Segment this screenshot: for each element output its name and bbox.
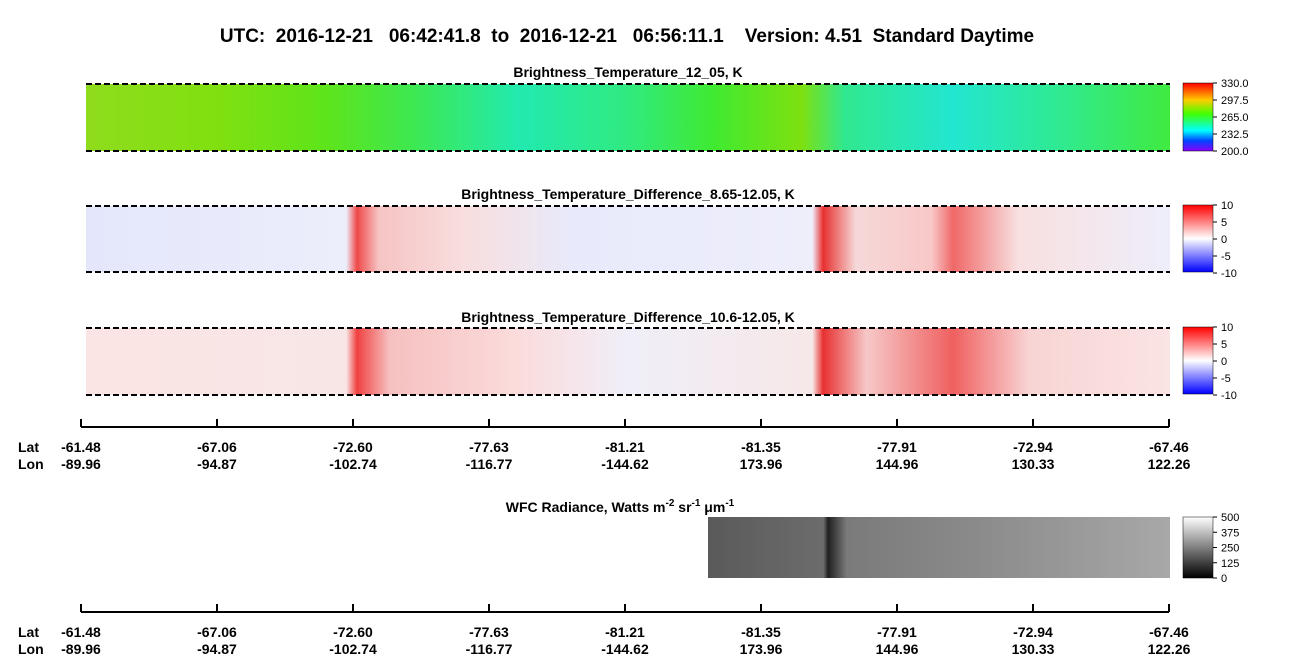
axis-label: Lon xyxy=(18,641,44,657)
colorbar xyxy=(1182,204,1214,273)
axis-label: Lon xyxy=(18,456,44,472)
lat-label: -81.21 xyxy=(605,439,645,455)
title: UTC: 2016-12-21 06:42:41.8 to 2016-12-21… xyxy=(220,26,1034,47)
panel-title: Brightness_Temperature_12_05, K xyxy=(513,64,742,80)
colorbar-label: 0 xyxy=(1221,356,1227,368)
lon-label: 173.96 xyxy=(740,641,783,657)
colorbar-label: 330.0 xyxy=(1221,78,1249,90)
colorbar-label: 265.0 xyxy=(1221,112,1249,124)
lon-label: 144.96 xyxy=(876,641,919,657)
strips xyxy=(81,82,1214,613)
lat-label: -77.91 xyxy=(877,439,917,455)
colorbar-label: 5 xyxy=(1221,217,1227,229)
lat-label: -67.46 xyxy=(1149,439,1189,455)
colorbar-label: 232.5 xyxy=(1221,129,1249,141)
lat-label: -81.21 xyxy=(605,624,645,640)
colorbar-label: 10 xyxy=(1221,322,1233,334)
colorbar-label: 297.5 xyxy=(1221,95,1249,107)
lon-label: 122.26 xyxy=(1148,641,1191,657)
lon-label: 122.26 xyxy=(1148,456,1191,472)
lat-label: -72.94 xyxy=(1013,624,1053,640)
lon-label: 173.96 xyxy=(740,456,783,472)
colorbar-label: 200.0 xyxy=(1221,146,1249,158)
colorbar-label: 125 xyxy=(1221,558,1239,570)
lon-label: -102.74 xyxy=(329,641,377,657)
colorbar-label: -5 xyxy=(1221,251,1231,263)
lat-label: -77.63 xyxy=(469,439,509,455)
colorbar-label: -10 xyxy=(1221,268,1237,280)
colorbar-label: 5 xyxy=(1221,339,1227,351)
title-part: sr xyxy=(674,499,692,515)
colorbar xyxy=(1182,82,1214,152)
panel-title: Brightness_Temperature_Difference_8.65-1… xyxy=(461,186,795,202)
strip xyxy=(708,517,1170,578)
lon-label: -89.96 xyxy=(61,456,101,472)
lon-label: -94.87 xyxy=(197,641,237,657)
title-part: WFC Radiance, Watts m xyxy=(506,499,666,515)
lat-label: -72.60 xyxy=(333,439,373,455)
lon-label: -144.62 xyxy=(601,456,649,472)
lon-label: -144.62 xyxy=(601,641,649,657)
lat-label: -72.60 xyxy=(333,624,373,640)
lat-label: -67.46 xyxy=(1149,624,1189,640)
colorbar xyxy=(1182,326,1214,395)
axis-label: Lat xyxy=(18,624,39,640)
lon-label: -102.74 xyxy=(329,456,377,472)
colorbar-label: -5 xyxy=(1221,373,1231,385)
lat-label: -72.94 xyxy=(1013,439,1053,455)
lon-label: 130.33 xyxy=(1012,641,1055,657)
colorbar-label: 500 xyxy=(1221,512,1239,524)
panel-title: Brightness_Temperature_Difference_10.6-1… xyxy=(461,309,795,325)
lon-label: -116.77 xyxy=(466,641,513,657)
lat-label: -77.91 xyxy=(877,624,917,640)
lon-label: -116.77 xyxy=(466,456,513,472)
colorbar-label: 0 xyxy=(1221,573,1227,585)
lat-label: -77.63 xyxy=(469,624,509,640)
title-part: -2 xyxy=(665,498,674,509)
axis-label: Lat xyxy=(18,439,39,455)
strip xyxy=(86,84,1170,151)
colorbar-label: -10 xyxy=(1221,390,1237,402)
strip xyxy=(86,206,1170,272)
lon-label: 144.96 xyxy=(876,456,919,472)
colorbar-label: 10 xyxy=(1221,200,1233,212)
lat-label: -61.48 xyxy=(61,624,101,640)
lat-label: -67.06 xyxy=(197,624,237,640)
lat-label: -61.48 xyxy=(61,439,101,455)
lon-label: -89.96 xyxy=(61,641,101,657)
title-part: μm xyxy=(700,499,725,515)
strip xyxy=(86,328,1170,395)
title-part: -1 xyxy=(725,498,734,509)
colorbar xyxy=(1182,516,1214,579)
title-part: -1 xyxy=(692,498,701,509)
lat-label: -81.35 xyxy=(741,624,781,640)
colorbar-label: 0 xyxy=(1221,234,1227,246)
colorbar-label: 250 xyxy=(1221,543,1239,555)
colorbar-label: 375 xyxy=(1221,527,1239,539)
lon-label: -94.87 xyxy=(197,456,237,472)
lon-label: 130.33 xyxy=(1012,456,1055,472)
lat-label: -81.35 xyxy=(741,439,781,455)
panel-title: WFC Radiance, Watts m-2 sr-1 μm-1 xyxy=(506,498,735,515)
lat-label: -67.06 xyxy=(197,439,237,455)
